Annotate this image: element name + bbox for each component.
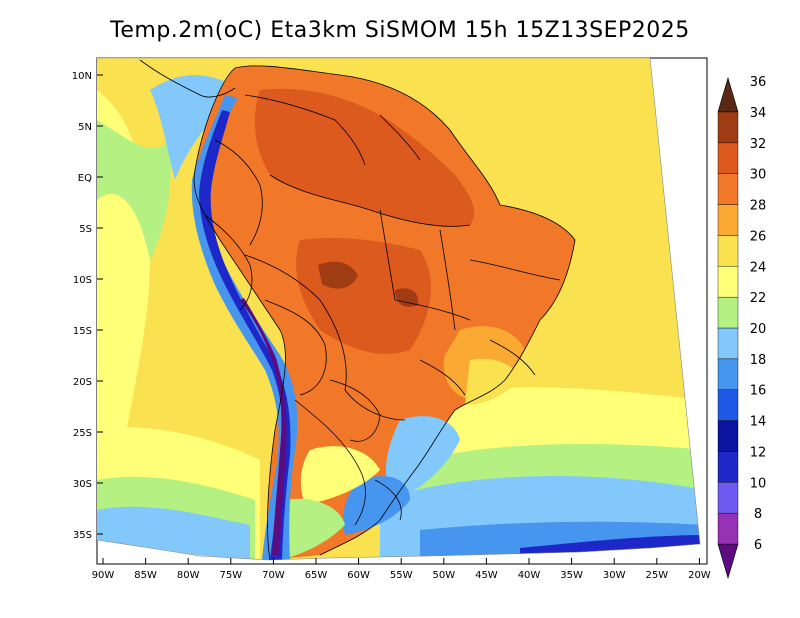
colorbar-label: 6 — [754, 538, 762, 553]
colorbar-label: 34 — [750, 106, 767, 121]
cool-uruguay — [343, 476, 410, 535]
colorbar-swatch — [717, 266, 739, 298]
colorbar-min-triangle — [717, 543, 739, 580]
border-brazil-west — [244, 254, 406, 421]
border-colombia — [214, 139, 263, 246]
lat-tick-label: EQ — [78, 173, 92, 184]
lon-tick-label: 90W — [92, 570, 115, 581]
colorbar-label: 12 — [750, 445, 767, 460]
lat-tick-label: 35S — [73, 530, 92, 541]
colorbar-label: 20 — [750, 322, 767, 337]
lat-tick-label: 15S — [73, 326, 92, 337]
lon-tick-label: 45W — [475, 570, 498, 581]
colorbar-swatch — [717, 111, 739, 144]
lat-tick-label: 5S — [79, 224, 92, 235]
hot-core-a — [318, 261, 358, 289]
colorbar-swatch — [717, 204, 739, 236]
hot-core-b — [395, 288, 419, 307]
andes-outer — [191, 95, 298, 560]
map-title: Temp.2m(oC) Eta3km SiSMOM 15h 15Z13SEP20… — [110, 18, 690, 43]
lon-tick-label: 65W — [305, 570, 328, 581]
colorbar-swatch — [717, 173, 739, 205]
border-guianas — [379, 114, 421, 161]
lon-tick-label: 35W — [560, 570, 583, 581]
colorbar-swatch — [717, 482, 739, 514]
colorbar-swatch — [717, 389, 739, 421]
border-venezuela — [244, 94, 366, 166]
mild-pampas — [300, 446, 380, 505]
lon-tick-label: 80W — [177, 570, 200, 581]
colorbar-swatch — [717, 296, 739, 329]
colorbar-label: 8 — [754, 507, 762, 522]
lon-tick-label: 40W — [518, 570, 541, 581]
lon-tick-label: 75W — [219, 570, 242, 581]
colorbar-swatch — [717, 512, 739, 545]
colorbar-label: 30 — [750, 168, 767, 183]
state-border-4 — [394, 299, 471, 321]
colorbar-swatch — [717, 420, 739, 452]
colorbar-label: 24 — [750, 260, 767, 275]
colorbar-swatch — [717, 327, 739, 360]
projection-domain-outline — [96, 57, 701, 561]
lon-tick-label: 70W — [262, 570, 285, 581]
colorbar-swatch — [717, 358, 739, 390]
state-border-1 — [379, 209, 396, 301]
colorbar-label: 26 — [750, 229, 767, 244]
border-uruguay — [374, 479, 402, 521]
colorbar-swatch — [717, 451, 739, 483]
colorbar-label: 32 — [750, 137, 767, 152]
andes-peaks — [240, 298, 287, 555]
lat-tick-label: 25S — [73, 428, 92, 439]
state-border-6 — [419, 359, 466, 396]
pacific-cold-zone — [97, 120, 171, 260]
state-border-3 — [469, 259, 561, 281]
lon-tick-label: 20W — [688, 570, 711, 581]
colorbar-label: 18 — [750, 353, 767, 368]
lat-tick-label: 5N — [78, 122, 92, 133]
border-brazil-north — [269, 174, 471, 227]
lat-tick-label: 30S — [73, 479, 92, 490]
coastline-west — [193, 67, 286, 561]
colorbar-label: 36 — [750, 75, 767, 90]
colorbar: 6 8 10 12 14 16 18 20 22 24 26 28 30 32 34 36 — [717, 75, 767, 580]
colorbar-swatch — [717, 235, 739, 267]
mild-southeast-coast — [465, 358, 520, 405]
state-border-5 — [489, 339, 536, 376]
colorbar-label: 22 — [750, 291, 767, 306]
lon-tick-label: 85W — [134, 570, 157, 581]
border-paraguay — [329, 379, 381, 442]
lon-tick-label: 50W — [432, 570, 455, 581]
colorbar-label: 28 — [750, 199, 767, 214]
lat-tick-label: 10S — [73, 275, 92, 286]
state-border-2 — [439, 229, 456, 331]
political-borders — [139, 59, 576, 561]
mild-patagonia — [277, 498, 345, 560]
colorbar-swatch — [717, 142, 739, 174]
temperature-field — [97, 58, 700, 560]
central-america — [139, 59, 236, 98]
lon-tick-label: 55W — [390, 570, 413, 581]
lon-tick-label: 60W — [347, 570, 370, 581]
border-argentina — [294, 399, 366, 526]
coastline — [234, 65, 576, 556]
colorbar-max-triangle — [717, 76, 739, 113]
colorbar-label: 16 — [750, 384, 767, 399]
colorbar-label: 10 — [750, 476, 767, 491]
lon-tick-label: 25W — [645, 570, 668, 581]
lat-tick-label: 10N — [72, 71, 92, 82]
lon-tick-label: 30W — [603, 570, 626, 581]
hot-interior-north — [254, 88, 475, 227]
latitude-axis: 10N 5N EQ 5S 10S 15S 20S 25S 30S 35S — [72, 71, 103, 541]
border-peru — [204, 214, 253, 311]
colorbar-label: 14 — [750, 415, 767, 430]
lat-tick-label: 20S — [73, 377, 92, 388]
border-bolivia — [264, 299, 327, 396]
longitude-axis: 90W 85W 80W 75W 70W 65W 60W 55W 50W 45W 40W 35W 30W 2… — [92, 558, 711, 581]
